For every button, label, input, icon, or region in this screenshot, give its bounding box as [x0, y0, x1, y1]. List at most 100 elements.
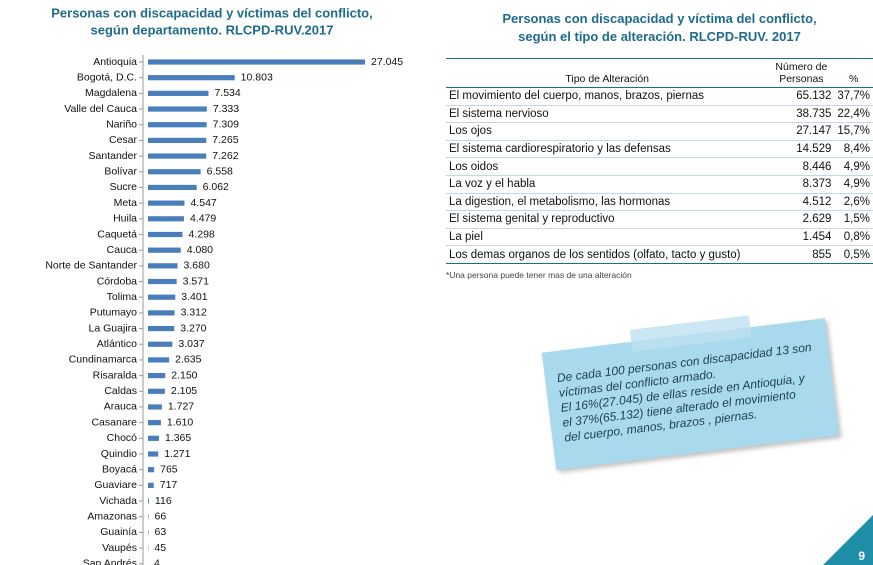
footnote: *Una persona puede tener mas de una alte…	[446, 269, 632, 280]
page-number: 9	[858, 549, 865, 563]
value-label: 1.365	[165, 432, 191, 444]
bar	[148, 498, 149, 504]
table-cell: 2,6%	[834, 193, 873, 212]
table-cell: 4.512	[768, 193, 835, 212]
sticky-note: De cada 100 personas con discapacidad 13…	[541, 318, 840, 470]
bar	[148, 247, 181, 253]
value-label: 1.271	[164, 448, 190, 460]
category-label: Bogotá, D.C.	[77, 71, 137, 83]
value-label: 7.534	[214, 87, 240, 99]
bar	[148, 59, 365, 65]
bar	[148, 153, 207, 159]
bar	[148, 216, 184, 222]
table-cell: 65.132	[768, 87, 835, 106]
value-label: 4.298	[188, 228, 214, 240]
bar	[148, 451, 159, 457]
category-label: Santander	[89, 150, 138, 162]
category-label: Bolívar	[104, 166, 137, 178]
category-label: Atlántico	[97, 338, 137, 350]
category-label: Amazonas	[87, 511, 137, 523]
category-label: Casanare	[91, 416, 137, 428]
value-label: 2.105	[171, 385, 197, 397]
value-label: 1.610	[167, 416, 193, 428]
table-cell: Los demas organos de los sentidos (olfat…	[446, 245, 769, 264]
category-label: Putumayo	[90, 307, 137, 319]
bar	[148, 357, 170, 363]
bar	[148, 90, 209, 96]
category-label: Córdoba	[97, 275, 137, 287]
value-label: 4.080	[187, 244, 213, 256]
table-cell: 4,9%	[834, 157, 873, 176]
value-label: 2.635	[175, 354, 201, 366]
value-label: 3.680	[184, 260, 210, 272]
bar	[148, 200, 185, 206]
bar	[148, 75, 235, 81]
category-label: Cundinamarca	[69, 354, 137, 366]
table-cell: 8.373	[768, 175, 835, 194]
value-label: 66	[155, 511, 167, 523]
table-cell: La digestion, el metabolismo, las hormon…	[446, 193, 769, 212]
category-label: Cesar	[109, 134, 138, 146]
table-title: Personas con discapacidad y víctima del …	[502, 11, 817, 26]
value-label: 10.803	[241, 71, 273, 83]
category-label: Risaralda	[93, 369, 138, 381]
bar	[148, 420, 161, 426]
chart-title: según departamento. RLCPD-RUV.2017	[91, 22, 334, 37]
category-label: Caldas	[104, 385, 137, 397]
category-label: Vichada	[99, 495, 137, 507]
bar	[148, 482, 154, 488]
value-label: 717	[160, 479, 178, 491]
category-label: Magdalena	[85, 87, 137, 99]
value-label: 4	[154, 558, 160, 565]
value-label: 3.270	[180, 322, 206, 334]
table-cell: La piel	[446, 228, 769, 247]
value-label: 7.309	[213, 119, 239, 131]
category-label: La Guajira	[89, 322, 138, 334]
category-label: Huila	[113, 213, 137, 225]
bar	[148, 184, 197, 191]
table-cell: 0,5%	[834, 245, 873, 264]
table-row: Los ojos 27.147 15,7%	[446, 122, 873, 141]
table: Tipo de Alteración Número de Personas % …	[446, 58, 873, 264]
chart-title: Personas con discapacidad y víctimas del…	[51, 5, 373, 20]
table-cell: 37,7%	[834, 87, 873, 106]
bar	[148, 122, 207, 128]
table-cell: 2.629	[768, 210, 835, 229]
bar	[148, 278, 177, 285]
table-row: La piel 1.454 0,8%	[446, 228, 873, 247]
value-label: 7.333	[213, 103, 239, 115]
table-cell: 1,5%	[834, 210, 873, 229]
table-cell: 27.147	[768, 122, 835, 141]
category-label: Chocó	[107, 432, 138, 444]
table-row: La voz y el habla 8.373 4,9%	[446, 175, 873, 194]
value-label: 3.037	[178, 338, 204, 350]
bar	[148, 263, 178, 269]
table-row: El sistema genital y reproductivo 2.629 1,…	[446, 210, 873, 229]
value-label: 3.401	[181, 291, 207, 303]
category-label: Meta	[114, 197, 138, 209]
value-label: 45	[154, 542, 166, 554]
table-cell: 15,7%	[834, 122, 873, 141]
category-label: Vaupés	[102, 542, 137, 554]
table-row: Los demas organos de los sentidos (olfat…	[446, 245, 873, 264]
bar	[148, 310, 175, 316]
value-label: 116	[155, 495, 172, 507]
table-cell: Los ojos	[446, 122, 769, 141]
category-label: Antioquia	[93, 56, 137, 68]
bar	[148, 388, 165, 394]
bar	[148, 341, 173, 347]
category-label: Valle del Cauca	[64, 103, 137, 115]
value-label: 6.558	[207, 166, 233, 178]
table-cell: 0,8%	[834, 228, 873, 247]
value-label: 7.262	[212, 150, 238, 162]
bar	[148, 294, 176, 300]
bar	[148, 231, 183, 238]
table-cell: 1.454	[768, 228, 835, 247]
page-corner	[823, 515, 873, 565]
table-cell: Los oidos	[446, 157, 769, 176]
table-cell: El sistema genital y reproductivo	[446, 210, 769, 229]
header-cell: Número de Personas	[768, 58, 835, 88]
value-label: 4.479	[190, 213, 216, 225]
table-row: La digestion, el metabolismo, las hormon…	[446, 193, 873, 212]
bar	[148, 514, 149, 520]
